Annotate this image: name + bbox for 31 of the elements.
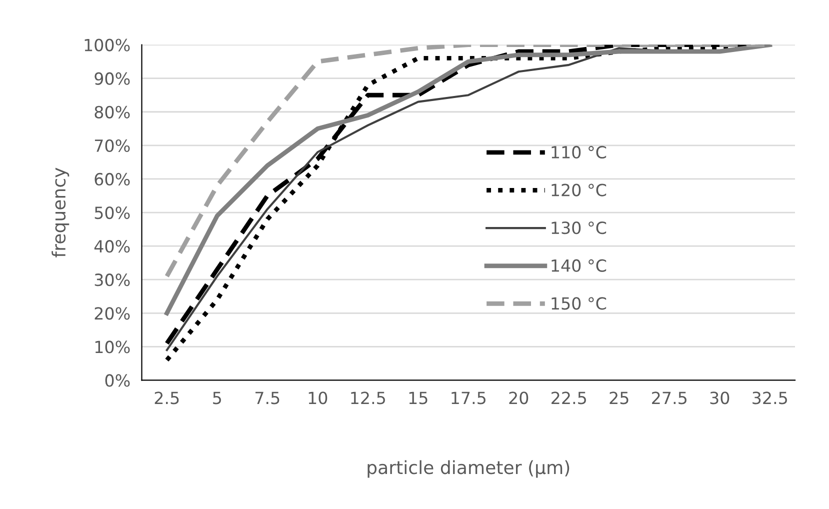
y-tick-label: 60% [94, 172, 130, 186]
y-axis-title: frequency [52, 168, 70, 258]
legend-label: 120 °C [552, 184, 606, 196]
x-tick-label: 5 [213, 392, 221, 404]
x-tick-label: 10 [308, 392, 328, 404]
x-tick-label: 12.5 [351, 392, 385, 404]
x-tick-label: 20 [509, 392, 528, 404]
y-tick-label: 80% [94, 106, 130, 118]
x-tick-label: 2.5 [154, 392, 179, 404]
x-tick-label: 17.5 [452, 392, 486, 404]
y-tick-label: 100% [84, 38, 130, 52]
x-tick-label: 32.5 [752, 392, 787, 404]
y-tick-label: 20% [94, 307, 130, 320]
y-tick-label: 0% [105, 374, 130, 387]
y-tick-label: 70% [94, 139, 130, 152]
x-tick-label: 27.5 [652, 392, 686, 404]
x-tick-label: 30 [710, 392, 730, 404]
y-tick-label: 10% [95, 340, 130, 354]
y-tick-label: 30% [94, 274, 130, 286]
x-axis-title: particle diameter (µm) [368, 460, 570, 478]
y-tick-label: 90% [94, 72, 130, 85]
x-tick-label: 7.5 [256, 392, 280, 404]
y-tick-label: 50% [94, 206, 130, 220]
legend-label: 110 °C [552, 146, 606, 159]
legend-label: 130 °C [552, 222, 606, 234]
x-tick-label: 25 [610, 392, 628, 404]
x-tick-label: 22.5 [552, 392, 586, 404]
y-tick-label: 40% [94, 240, 130, 253]
legend-label: 140 °C [552, 259, 606, 272]
x-tick-label: 15 [409, 392, 428, 404]
legend-label: 150 °C [552, 297, 606, 310]
